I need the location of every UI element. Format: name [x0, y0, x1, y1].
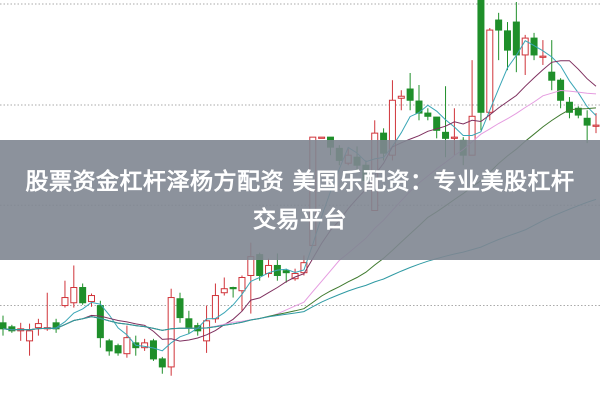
candle-up: [26, 330, 34, 342]
candle-up: [450, 136, 458, 139]
candle-down: [433, 116, 441, 131]
candle-down: [96, 305, 104, 339]
candle-down: [8, 326, 16, 332]
candle-up: [318, 136, 326, 139]
candle-down: [114, 345, 122, 354]
candle-down: [583, 117, 591, 126]
candle-up: [203, 320, 211, 342]
candle-up: [265, 264, 273, 274]
candle-down: [185, 318, 193, 329]
candle-up: [70, 287, 78, 304]
candle-down: [530, 37, 538, 56]
candle-down: [503, 30, 511, 51]
moving-average-10: [2, 60, 597, 342]
candle-up: [397, 95, 405, 99]
candle-up: [167, 297, 175, 368]
candle-down: [158, 358, 166, 368]
candle-down: [176, 298, 184, 319]
candle-down: [282, 270, 290, 274]
candle-up: [141, 342, 149, 349]
candle-up: [539, 55, 547, 58]
article-title: 股票资金杠杆泽杨方配资 美国乐配资：专业美股杠杆交易平台: [25, 169, 575, 233]
candle-down: [79, 287, 87, 304]
moving-average-5: [2, 40, 597, 352]
candle-down: [424, 112, 432, 117]
candle-up: [61, 297, 69, 307]
candle-up: [88, 295, 96, 303]
candle-up: [211, 295, 219, 320]
candle-down: [406, 88, 414, 101]
title-banner: [0, 140, 600, 260]
candle-down: [574, 107, 582, 116]
candle-up: [123, 337, 131, 355]
candle-down: [442, 131, 450, 139]
candle-down: [0, 322, 7, 330]
candle-down: [512, 21, 520, 56]
candle-down: [565, 101, 573, 113]
candle-down: [477, 0, 485, 113]
candle-up: [486, 29, 494, 113]
candle-down: [548, 71, 556, 81]
candle-down: [105, 340, 113, 352]
candle-down: [149, 340, 157, 360]
candle-up: [34, 323, 42, 329]
candle-up: [238, 276, 246, 292]
candle-up: [592, 124, 600, 127]
candle-up: [220, 288, 228, 294]
candle-down: [495, 19, 503, 31]
candle-down: [229, 287, 237, 290]
